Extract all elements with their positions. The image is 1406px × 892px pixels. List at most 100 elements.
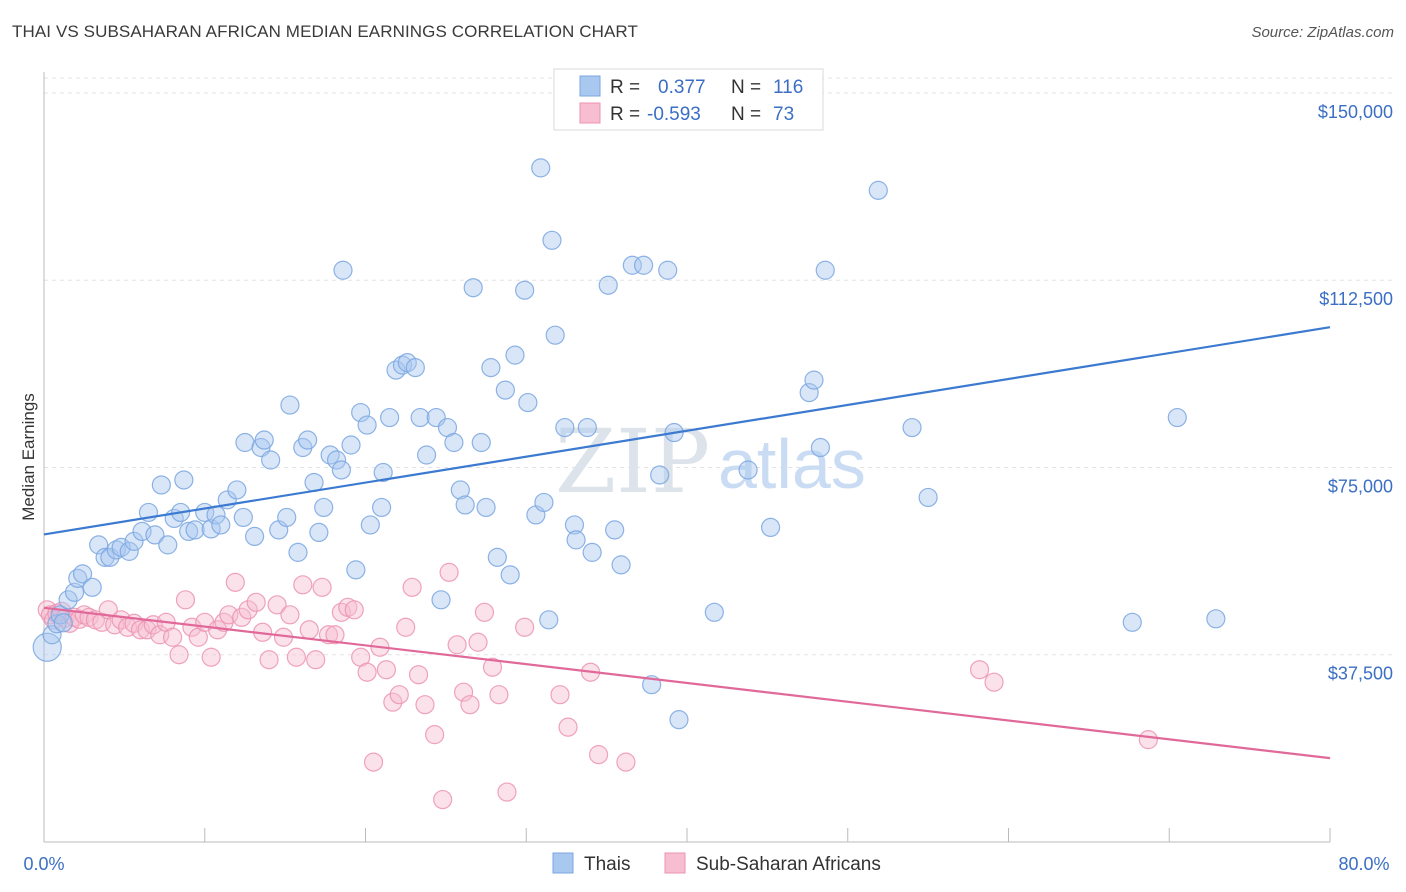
subsaharan-point xyxy=(232,607,252,627)
thais-point xyxy=(476,497,496,518)
subsaharan-point xyxy=(550,685,570,705)
subsaharan-point xyxy=(286,647,306,667)
legend-n-value-thais: 116 xyxy=(773,77,803,98)
subsaharan-point xyxy=(130,620,151,640)
subsaharan-point xyxy=(201,647,221,667)
thais-point xyxy=(760,517,781,538)
thais-point xyxy=(704,602,724,622)
subsaharan-point xyxy=(389,685,409,705)
subsaharan-point xyxy=(984,672,1004,692)
watermark-zip: ZIP xyxy=(555,410,710,513)
thais-point xyxy=(455,495,475,515)
subsaharan-point xyxy=(969,660,990,680)
subsaharan-point xyxy=(489,685,509,705)
series-thais-points xyxy=(32,158,1226,730)
y-axis-label: Median Earnings xyxy=(19,393,38,521)
legend-r-value-subsaharan: -0.593 xyxy=(647,104,701,125)
legend-n-label-thais: N = xyxy=(731,77,761,98)
thais-point xyxy=(119,541,139,561)
thais-point xyxy=(72,564,93,584)
subsaharan-point xyxy=(460,695,480,715)
thais-point xyxy=(431,590,451,610)
subsaharan-point xyxy=(474,602,495,622)
y-tick-label: $150,000 xyxy=(1318,102,1393,122)
thais-point xyxy=(233,507,253,528)
legend-n-label-subsaharan: N = xyxy=(731,104,761,125)
thais-point xyxy=(598,275,618,295)
thais-point xyxy=(89,535,109,555)
thais-point xyxy=(622,255,642,275)
thais-point xyxy=(518,392,538,413)
thais-point xyxy=(658,260,678,280)
thais-point xyxy=(314,497,334,518)
thais-point xyxy=(32,632,62,662)
subsaharan-point xyxy=(515,617,535,637)
thais-point xyxy=(95,547,115,567)
subsaharan-point xyxy=(415,695,435,715)
legend: R = 0.377 N = 116 R = -0.593 N = 73 xyxy=(553,68,824,131)
thais-point xyxy=(650,465,670,485)
thais-point xyxy=(500,565,520,585)
thais-point xyxy=(341,435,361,455)
thais-point xyxy=(254,430,274,450)
thais-point xyxy=(545,325,565,345)
thais-point xyxy=(145,525,165,545)
subsaharan-point xyxy=(318,625,339,645)
thais-point xyxy=(444,432,464,453)
subsaharan-point xyxy=(163,627,183,647)
subsaharan-point xyxy=(439,562,459,582)
thais-point xyxy=(416,445,437,465)
subsaharan-point xyxy=(408,665,429,685)
thais-point xyxy=(244,526,265,547)
thais-point xyxy=(1206,609,1226,629)
thais-point xyxy=(577,417,597,438)
thais-point xyxy=(534,492,554,513)
thais-point xyxy=(346,560,366,580)
thais-point xyxy=(487,547,507,567)
legend-n-value-subsaharan: 73 xyxy=(773,104,794,125)
thais-point xyxy=(179,521,199,542)
thais-point xyxy=(799,382,819,403)
x-tick-label-max: 80.0% xyxy=(1338,854,1389,874)
x-tick-label-min: 0.0% xyxy=(23,854,64,874)
series-subsaharan-points xyxy=(37,562,1158,810)
thais-point xyxy=(53,613,73,633)
thais-point xyxy=(288,542,308,562)
thais-point xyxy=(410,407,430,428)
legend-swatch-thais xyxy=(579,75,601,97)
subsaharan-point xyxy=(402,577,422,597)
subsaharan-point xyxy=(558,717,578,737)
subsaharan-point xyxy=(238,600,258,620)
thais-point xyxy=(386,360,406,380)
bottom-legend-label-thais: Thais xyxy=(584,854,630,875)
thais-point xyxy=(566,530,586,550)
thais-point xyxy=(1122,612,1142,632)
subsaharan-point xyxy=(588,745,609,765)
subsaharan-point xyxy=(497,782,517,802)
subsaharan-point xyxy=(396,617,416,637)
thais-point xyxy=(539,610,559,630)
thais-point xyxy=(902,417,922,438)
subsaharan-point xyxy=(306,650,326,670)
thais-point xyxy=(280,395,300,415)
x-axis-ticks xyxy=(43,828,1331,842)
bottom-legend-label-subsaharan: Sub-Saharan Africans xyxy=(696,854,881,875)
thais-point xyxy=(804,370,824,390)
subsaharan-point xyxy=(169,645,189,665)
grid-lines xyxy=(44,77,1395,656)
trend-line-subsaharan xyxy=(43,606,1331,760)
y-tick-label: $37,500 xyxy=(1328,664,1393,684)
thais-point xyxy=(185,520,205,540)
thais-point xyxy=(326,450,347,470)
subsaharan-point xyxy=(453,682,474,702)
y-tick-label: $75,000 xyxy=(1328,476,1393,496)
subsaharan-point xyxy=(344,600,364,620)
thais-point xyxy=(309,522,329,543)
thais-point xyxy=(227,480,247,500)
thais-point xyxy=(605,520,625,540)
subsaharan-point xyxy=(225,572,245,592)
thais-point xyxy=(463,278,483,298)
subsaharan-point xyxy=(312,577,332,597)
subsaharan-point xyxy=(299,620,319,640)
